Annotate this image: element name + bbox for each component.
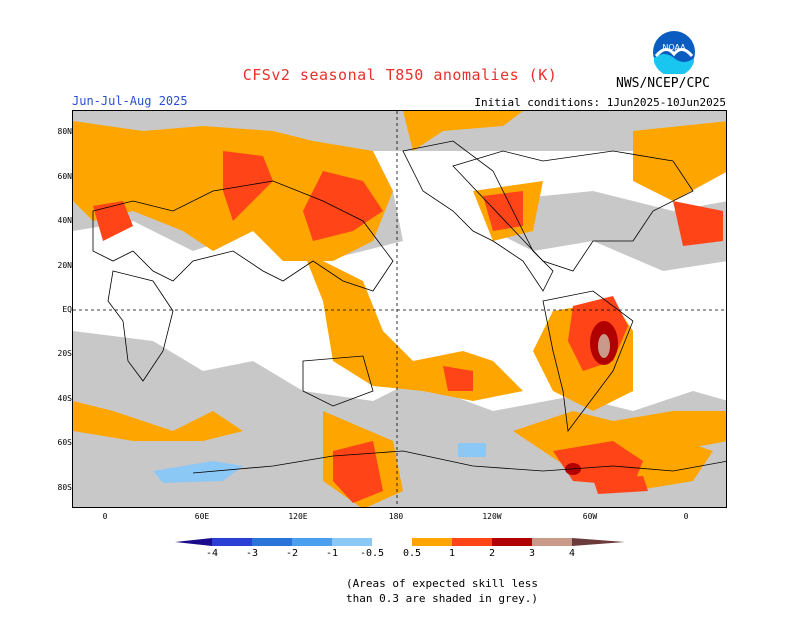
lon-label: 120E	[288, 512, 308, 521]
initial-conditions: Initial conditions: 1Jun2025-10Jun2025	[474, 96, 726, 109]
anomaly-3-4-areas	[598, 334, 610, 358]
anomaly-map	[72, 110, 727, 508]
lat-label: 60S	[57, 438, 72, 447]
lon-label: 0	[102, 512, 108, 521]
colorbar-tick: 3	[528, 548, 536, 559]
colorbar-arrow-left	[175, 538, 212, 546]
map-canvas	[73, 111, 726, 507]
lat-label: EQ	[62, 305, 72, 314]
colorbar-tick: -2	[285, 548, 299, 559]
map-title: CFSv2 seasonal T850 anomalies (K)	[242, 66, 558, 84]
agency-label: NWS/NCEP/CPC	[616, 76, 710, 91]
skill-note-line1: (Areas of expected skill less	[346, 577, 539, 590]
lon-label: 60E	[194, 512, 210, 521]
colorbar-tick: -3	[245, 548, 259, 559]
lon-label: 180	[388, 512, 404, 521]
lat-label: 40N	[57, 216, 72, 225]
colorbar-tick: 2	[488, 548, 496, 559]
color-legend-bar	[175, 538, 625, 546]
logo-text: NOAA	[662, 43, 686, 52]
colorbar-tick: 4	[568, 548, 576, 559]
lat-label: 80N	[57, 127, 72, 136]
colorbar-tick: -0.5	[359, 548, 385, 559]
lon-label: 120W	[482, 512, 502, 521]
lon-label: 0	[683, 512, 689, 521]
colorbar-arrow-right	[572, 538, 625, 546]
lat-label: 20S	[57, 349, 72, 358]
lat-label: 60N	[57, 172, 72, 181]
skill-note: (Areas of expected skill less than 0.3 a…	[346, 576, 538, 606]
coastlines	[92, 140, 726, 474]
lat-label: 20N	[57, 261, 72, 270]
noaa-logo: NOAA	[653, 31, 695, 74]
colorbar-tick: -1	[325, 548, 339, 559]
season-label: Jun-Jul-Aug 2025	[72, 94, 188, 108]
anomaly-negative-areas	[153, 443, 486, 483]
lon-label: 60W	[582, 512, 598, 521]
skill-note-line2: than 0.3 are shaded in grey.)	[346, 592, 539, 605]
lat-label: 80S	[57, 483, 72, 492]
anomaly-1-2-areas	[93, 151, 723, 503]
colorbar-tick: 0.5	[402, 548, 422, 559]
colorbar-tick: -4	[205, 548, 219, 559]
colorbar-tick: 1	[448, 548, 456, 559]
lat-label: 40S	[57, 394, 72, 403]
